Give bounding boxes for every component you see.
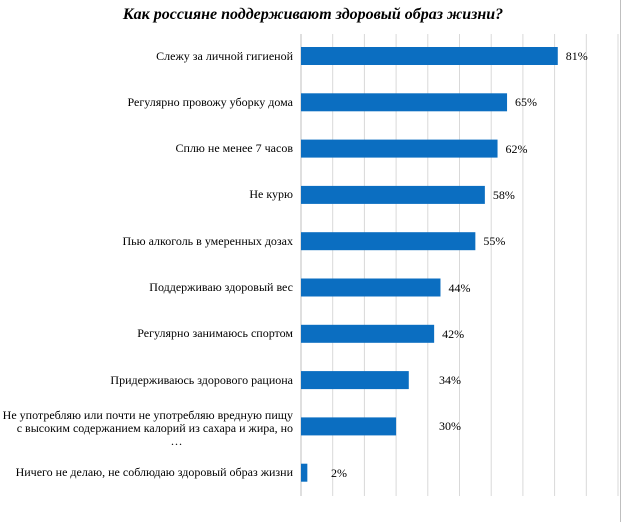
bar <box>301 463 308 482</box>
bar <box>301 278 441 297</box>
category-label-line: Не курю <box>249 187 293 202</box>
data-label: 2% <box>331 465 347 480</box>
category-label-line: Ничего не делаю, не соблюдаю здоровый об… <box>15 465 293 480</box>
category-label: Слежу за личной гигиеной <box>0 48 293 63</box>
category-label: Сплю не менее 7 часов <box>0 142 293 155</box>
bar <box>301 324 435 343</box>
bar <box>301 417 397 436</box>
category-label-line: Поддерживаю здоровый вес <box>149 280 293 294</box>
category-label: Придерживаюсь здорового рациона <box>0 372 293 387</box>
category-label-line: Регулярно занимаюсь спортом <box>137 326 293 341</box>
bar <box>301 47 558 65</box>
category-label-line: с высоким содержанием калорий из сахара … <box>16 420 293 435</box>
category-label-line: Слежу за личной гигиеной <box>156 48 293 63</box>
category-label: Регулярно занимаюсь спортом <box>0 327 293 340</box>
category-label: Поддерживаю здоровый вес <box>0 281 293 294</box>
data-label: 65% <box>515 95 538 110</box>
data-label: 58% <box>492 187 515 202</box>
bar <box>301 232 476 251</box>
category-label-line: Придерживаюсь здорового рациона <box>110 372 293 387</box>
category-label-line: Пью алкоголь в умеренных дозах <box>122 233 293 248</box>
category-label: Регулярно провожу уборку дома <box>0 94 294 109</box>
data-label: 44% <box>448 280 471 295</box>
category-label: Не употребляю или почти не употребляю вр… <box>0 407 293 448</box>
category-label-line: … <box>170 433 183 448</box>
data-label: 42% <box>442 326 465 341</box>
bar <box>301 139 498 158</box>
data-label: 81% <box>565 49 588 63</box>
bar <box>301 93 508 112</box>
chart-title: Как россияне поддерживают здоровый образ… <box>122 6 504 23</box>
category-label: Ничего не делаю, не соблюдаю здоровый об… <box>0 466 293 479</box>
chart-frame-edge <box>620 0 621 522</box>
bar <box>301 185 485 204</box>
category-label-line: Не употребляю или почти не употребляю вр… <box>2 407 293 422</box>
category-label-line: Сплю не менее 7 часов <box>175 141 293 156</box>
data-label: 34% <box>439 373 461 388</box>
data-label: 55% <box>483 234 506 249</box>
category-label-line: Регулярно провожу уборку дома <box>127 94 294 109</box>
bar <box>301 371 409 390</box>
data-label: 62% <box>505 141 528 156</box>
data-label: 30% <box>439 419 461 434</box>
category-label: Не курю <box>0 188 293 201</box>
category-label: Пью алкоголь в умеренных дозах <box>0 233 293 248</box>
